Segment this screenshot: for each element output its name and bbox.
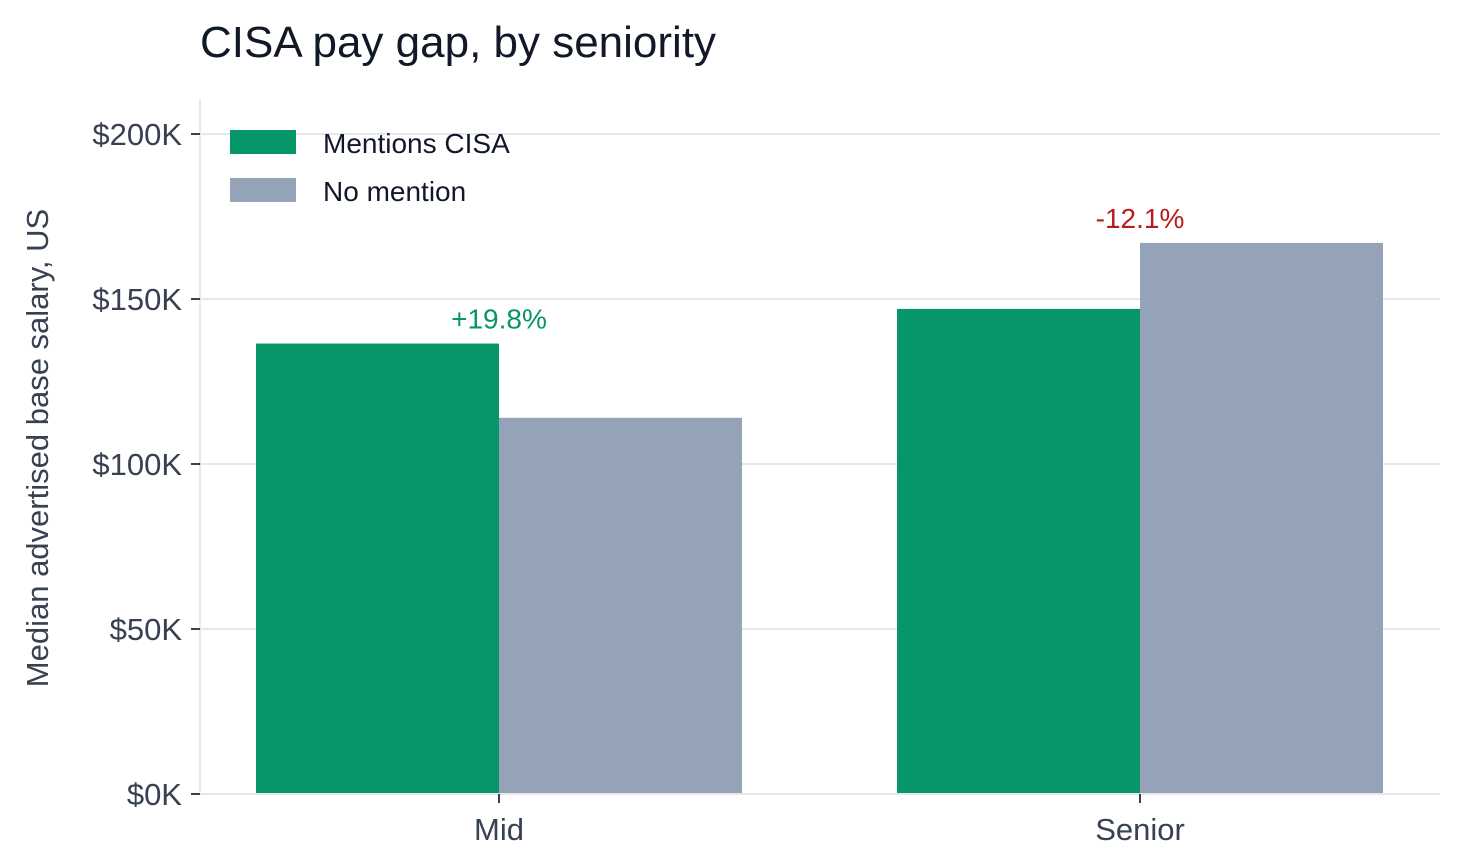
bar-senior-mentions-cisa [897,308,1140,794]
gap-annotations: +19.8% -12.1% [451,203,1184,335]
y-axis-label: Median advertised base salary, US [20,209,55,687]
legend-swatch [230,178,296,202]
x-tick-label: Mid [474,812,524,847]
x-ticks: Mid Senior [474,794,1185,847]
bar-mid-mentions-cisa [256,343,499,794]
y-tick-label: $100K [92,447,182,482]
y-tick-label: $0K [127,777,182,812]
axes [199,100,1440,795]
legend-label: No mention [323,176,466,207]
legend: Mentions CISA No mention [230,128,510,207]
gap-annotation: -12.1% [1096,203,1185,234]
x-tick-label: Senior [1095,812,1185,847]
y-ticks: $0K $50K $100K $150K $200K [92,117,200,812]
y-tick-label: $50K [110,612,183,647]
bar-mid-no-mention [499,417,742,794]
gap-annotation: +19.8% [451,304,547,335]
y-tick-label: $150K [92,282,182,317]
y-tick-label: $200K [92,117,182,152]
bars [256,242,1383,794]
bar-senior-no-mention [1140,242,1383,794]
legend-label: Mentions CISA [323,128,510,159]
chart-title: CISA pay gap, by seniority [200,18,716,67]
legend-swatch [230,130,296,154]
